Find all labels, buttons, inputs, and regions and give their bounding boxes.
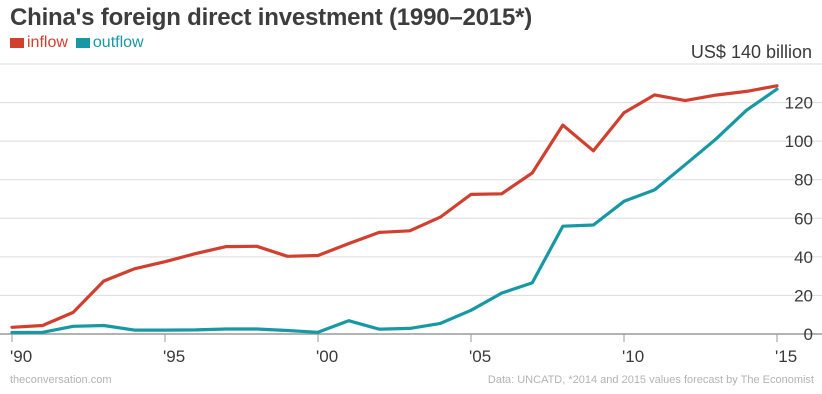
chart-legend: inflow outflow bbox=[10, 34, 152, 52]
chart-title: China's foreign direct investment (1990–… bbox=[10, 4, 533, 31]
series-line-inflow bbox=[10, 84, 779, 329]
x-tick-label-2000: '00 bbox=[316, 347, 338, 366]
legend-swatch-inflow bbox=[10, 38, 24, 48]
x-tick-label-1990: '90 bbox=[10, 347, 32, 366]
x-tick-label-2005: '05 bbox=[469, 347, 491, 366]
x-tick-label-1995: '95 bbox=[163, 347, 185, 366]
y-tick-label-40: 40 bbox=[794, 248, 813, 267]
y-tick-label-120: 120 bbox=[785, 94, 813, 113]
y-tick-label-20: 20 bbox=[794, 286, 813, 305]
footer-source-site: theconversation.com bbox=[10, 374, 112, 386]
legend-label-outflow: outflow bbox=[92, 34, 144, 51]
y-tick-label-60: 60 bbox=[794, 209, 813, 228]
y-tick-label-0: 0 bbox=[804, 325, 813, 344]
legend-item-outflow: outflow bbox=[75, 34, 144, 52]
x-tick-label-2010: '10 bbox=[622, 347, 644, 366]
legend-label-inflow: inflow bbox=[27, 34, 68, 51]
series-line-outflow bbox=[10, 87, 779, 335]
legend-swatch-outflow bbox=[75, 38, 90, 48]
y-tick-label-100: 100 bbox=[785, 132, 813, 151]
y-tick-label-80: 80 bbox=[794, 171, 813, 190]
legend-item-inflow: inflow bbox=[10, 34, 68, 52]
x-tick-label-2015: '15 bbox=[775, 347, 797, 366]
footer-data-credit: Data: UNCATD, *2014 and 2015 values fore… bbox=[487, 374, 814, 386]
y-axis-unit-label: US$ 140 billion bbox=[691, 42, 812, 62]
